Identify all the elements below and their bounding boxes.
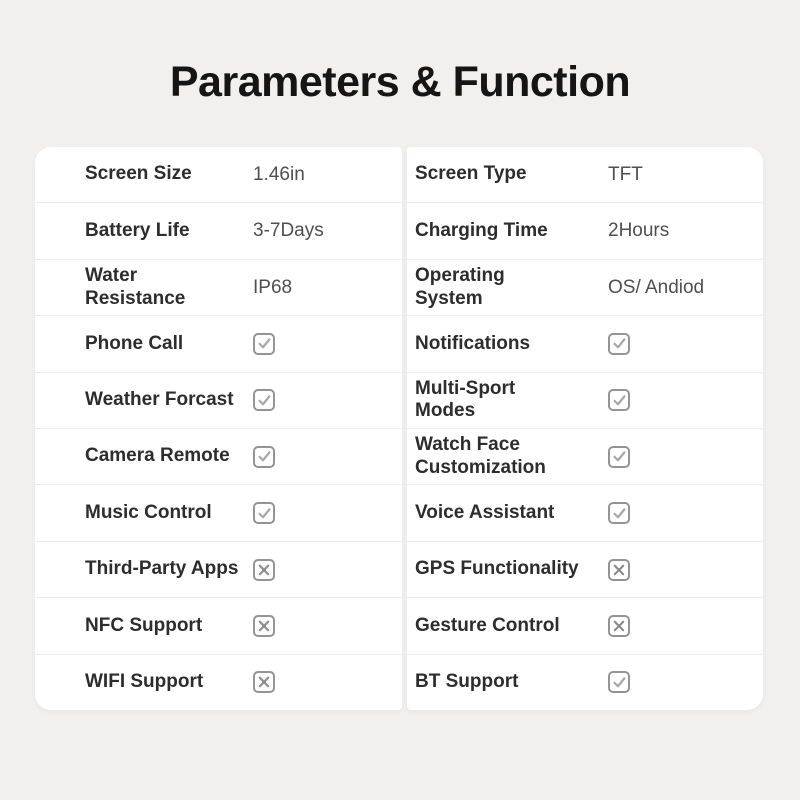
spec-row: Multi-Sport Modes <box>407 373 763 430</box>
spec-row: Music Control <box>35 485 402 542</box>
spec-label: Watch Face Customization <box>415 433 546 478</box>
spec-label: GPS Functionality <box>415 558 579 580</box>
spec-label: Notifications <box>415 332 531 354</box>
spec-label: Charging Time <box>415 219 548 241</box>
spec-table: Screen Size 1.46in Battery Life 3-7Days Wate… <box>35 147 763 710</box>
spec-row: Watch Face Customization <box>407 429 763 486</box>
spec-value: 2Hours <box>608 220 670 242</box>
spec-label: Camera Remote <box>85 445 230 467</box>
spec-value: IP68 <box>253 276 293 298</box>
spec-row: Third-Party Apps <box>35 542 402 599</box>
cross-icon <box>253 614 275 637</box>
check-icon <box>608 389 630 412</box>
spec-label: Weather Forcast <box>85 388 234 410</box>
spec-row: WIFI Support <box>35 655 402 710</box>
spec-value-indicator <box>608 614 763 637</box>
spec-label: Screen Type <box>415 163 527 185</box>
check-icon <box>253 445 275 468</box>
spec-label: Gesture Control <box>415 614 560 636</box>
cross-icon <box>608 614 630 637</box>
spec-label: Voice Assistant <box>415 501 555 523</box>
spec-label: Water Resistance <box>85 264 186 309</box>
spec-row: Screen Size 1.46in <box>35 147 402 204</box>
spec-label: Battery Life <box>85 219 190 241</box>
check-icon <box>608 671 630 694</box>
spec-row: BT Support <box>407 655 763 710</box>
spec-row: Screen Type TFT <box>407 147 763 204</box>
spec-value: 3-7Days <box>253 220 324 242</box>
check-icon <box>253 332 275 355</box>
spec-row: NFC Support <box>35 598 402 655</box>
spec-row: Phone Call <box>35 316 402 373</box>
spec-value-indicator <box>253 445 402 468</box>
spec-value-indicator <box>253 389 402 412</box>
check-icon <box>608 502 630 525</box>
spec-row: Voice Assistant <box>407 485 763 542</box>
spec-label: BT Support <box>415 670 519 692</box>
spec-label: Phone Call <box>85 332 184 354</box>
spec-label: Music Control <box>85 501 212 523</box>
cross-icon <box>253 558 275 581</box>
spec-label: Operating System <box>415 264 505 309</box>
spec-value-indicator <box>253 671 402 694</box>
spec-value-indicator <box>253 502 402 525</box>
spec-row: GPS Functionality <box>407 542 763 599</box>
spec-row: Battery Life 3-7Days <box>35 203 402 260</box>
spec-card-right: Screen Type TFT Charging Time 2Hours Operati… <box>407 147 763 710</box>
spec-row: Camera Remote <box>35 429 402 486</box>
check-icon <box>608 445 630 468</box>
spec-label: Multi-Sport Modes <box>415 377 516 422</box>
spec-label: WIFI Support <box>85 670 204 692</box>
check-icon <box>253 389 275 412</box>
check-icon <box>608 332 630 355</box>
check-icon <box>253 502 275 525</box>
spec-value-indicator <box>608 332 763 355</box>
spec-card-left: Screen Size 1.46in Battery Life 3-7Days Wate… <box>35 147 402 710</box>
spec-value-indicator <box>608 502 763 525</box>
spec-row: Operating System OS/ Andiod <box>407 260 763 317</box>
spec-value-indicator <box>253 614 402 637</box>
spec-value-indicator <box>253 558 402 581</box>
cross-icon <box>253 671 275 694</box>
cross-icon <box>608 558 630 581</box>
spec-value-indicator <box>608 671 763 694</box>
spec-value-indicator <box>608 445 763 468</box>
spec-row: Gesture Control <box>407 598 763 655</box>
spec-value: TFT <box>608 163 643 185</box>
page-title: Parameters & Function <box>169 58 631 106</box>
spec-label: Third-Party Apps <box>85 558 239 580</box>
spec-value: 1.46in <box>253 163 305 185</box>
spec-value-indicator <box>608 558 763 581</box>
spec-label: Screen Size <box>85 163 192 185</box>
spec-row: Water Resistance IP68 <box>35 260 402 317</box>
spec-row: Notifications <box>407 316 763 373</box>
spec-value: OS/ Andiod <box>608 276 705 298</box>
spec-row: Weather Forcast <box>35 373 402 430</box>
spec-row: Charging Time 2Hours <box>407 203 763 260</box>
spec-label: NFC Support <box>85 614 203 636</box>
spec-value-indicator <box>253 332 402 355</box>
spec-value-indicator <box>608 389 763 412</box>
